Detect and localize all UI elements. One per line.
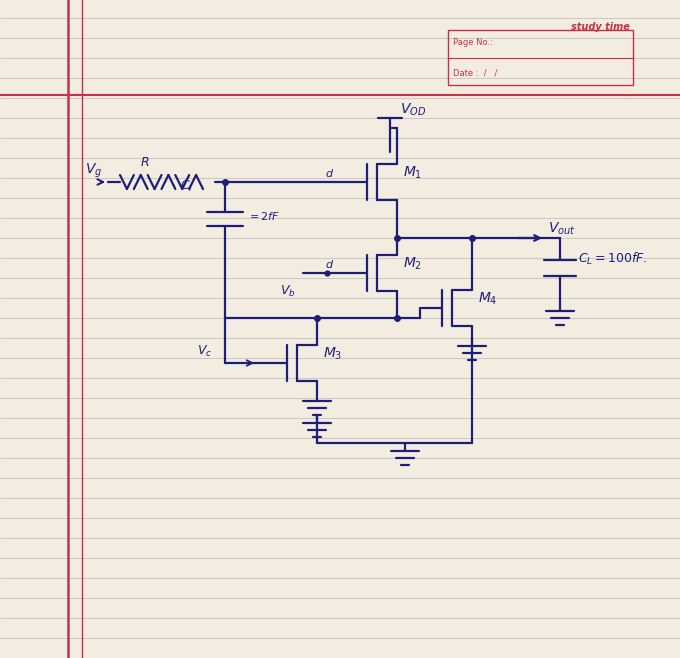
- Text: $= 2fF$: $= 2fF$: [247, 210, 280, 222]
- Text: $M_3$: $M_3$: [323, 346, 342, 363]
- Text: Page No.:: Page No.:: [453, 38, 493, 47]
- Text: $M_1$: $M_1$: [403, 165, 422, 182]
- Text: d: d: [325, 169, 332, 179]
- Text: d: d: [325, 260, 332, 270]
- Text: $C_i$: $C_i$: [180, 179, 193, 194]
- Bar: [448, 30, 633, 85]
- Text: $C_L = 100fF.$: $C_L = 100fF.$: [578, 251, 647, 267]
- Text: $V_{OD}$: $V_{OD}$: [400, 102, 426, 118]
- Text: $M_2$: $M_2$: [403, 256, 422, 272]
- Text: $V_c$: $V_c$: [197, 344, 212, 359]
- Text: $M_4$: $M_4$: [478, 291, 498, 307]
- Text: $V_g$: $V_g$: [85, 162, 102, 180]
- Text: Date :  /   /: Date : / /: [453, 68, 497, 77]
- Text: $R$: $R$: [140, 156, 150, 169]
- Text: $V_b$: $V_b$: [280, 284, 296, 299]
- Text: study time: study time: [571, 22, 630, 32]
- Text: $V_{out}$: $V_{out}$: [548, 221, 576, 238]
